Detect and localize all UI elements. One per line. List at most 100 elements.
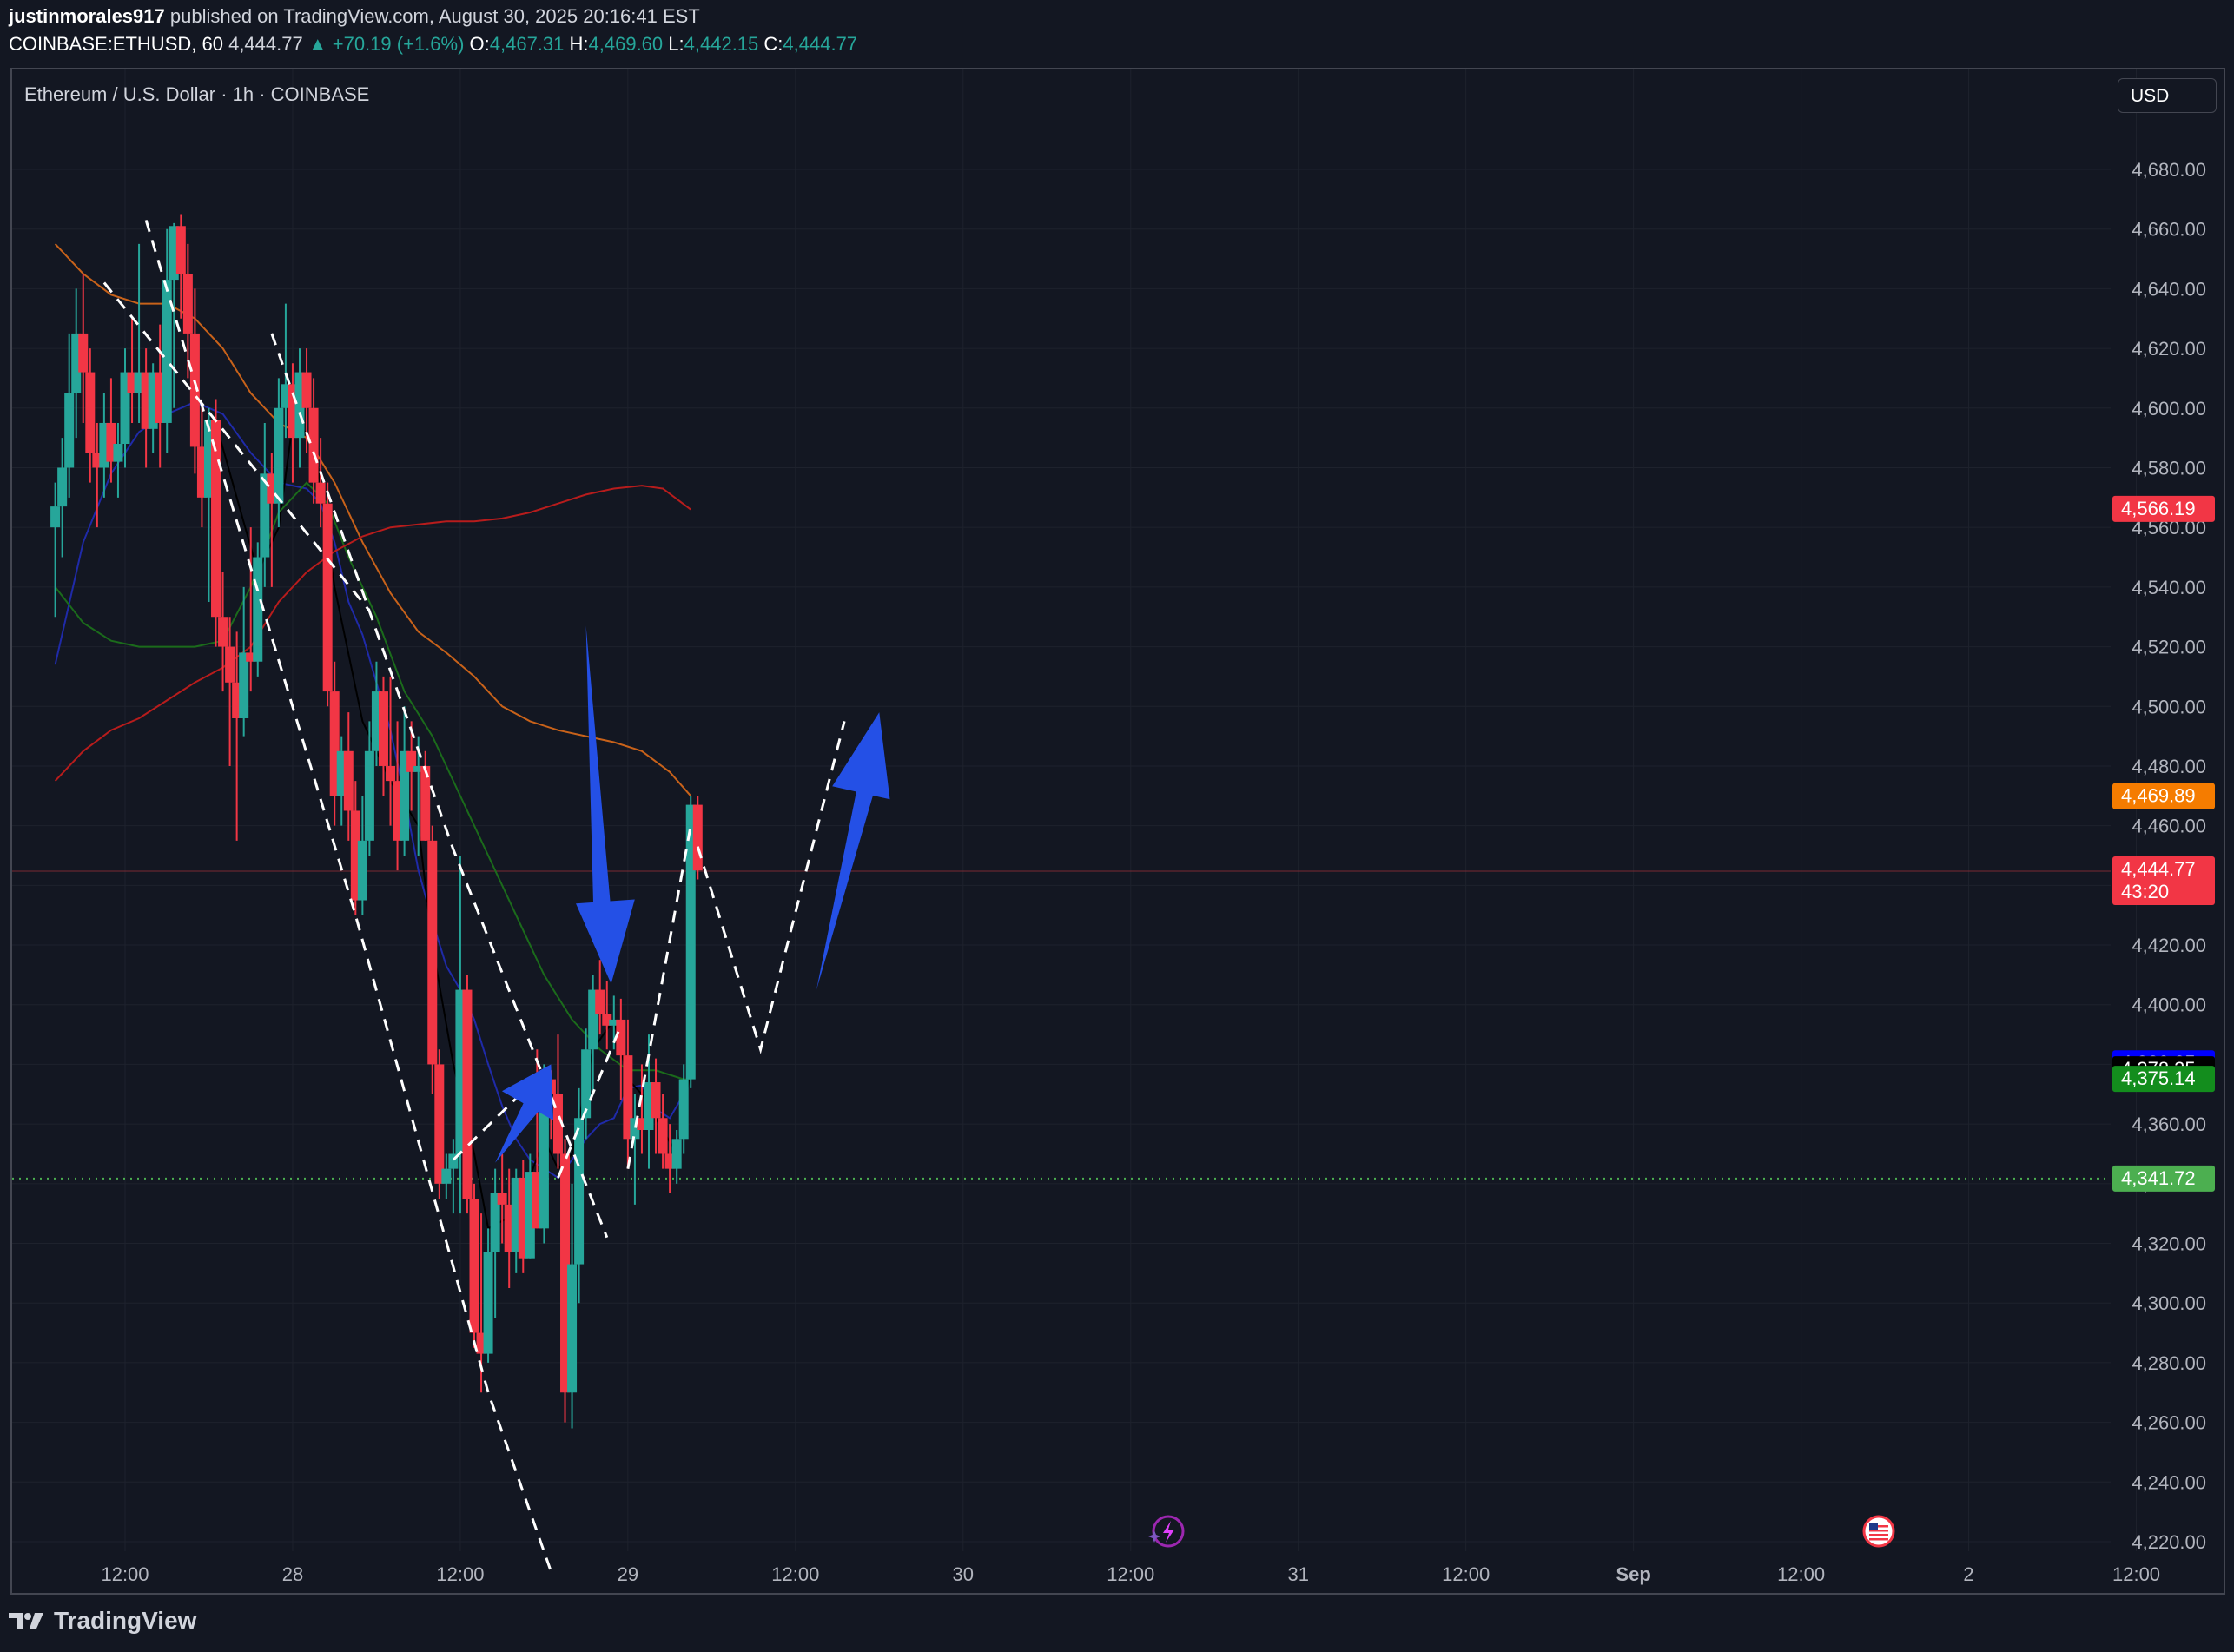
candle-body: [92, 453, 102, 468]
candle-body: [602, 1014, 612, 1026]
time-tick-label: 2: [1963, 1563, 1973, 1585]
candle: [386, 676, 396, 826]
candle-body: [692, 804, 703, 871]
price-tick-label: 4,300.00: [2132, 1292, 2206, 1314]
close-value: 4,444.77: [783, 33, 858, 55]
price-tick-label: 4,600.00: [2132, 398, 2206, 420]
price-label-countdown: 43:20: [2121, 881, 2169, 902]
time-tick-label: 12:00: [1777, 1563, 1825, 1585]
candle: [148, 363, 158, 453]
candle-body: [232, 682, 242, 718]
candle: [462, 975, 473, 1214]
annotation-arrow: [576, 625, 635, 984]
candle: [364, 721, 374, 856]
flag-stripe: [1869, 1525, 1888, 1528]
flag-canton: [1869, 1523, 1878, 1530]
candle: [162, 228, 172, 453]
price-label-background: [2112, 1066, 2215, 1093]
candle-body: [203, 420, 214, 498]
candle: [434, 1049, 445, 1199]
price-label: 4,375.14: [2112, 1066, 2215, 1093]
candle-body: [552, 1094, 563, 1154]
candle: [469, 1183, 479, 1348]
candle-body: [490, 1193, 500, 1252]
candle-body: [141, 372, 151, 429]
candle: [518, 1160, 528, 1273]
published-text: published on TradingView.com, August 30,…: [164, 5, 700, 27]
time-tick-label: Sep: [1616, 1563, 1650, 1585]
candle-body: [644, 1082, 654, 1130]
annotation-arrow: [816, 712, 890, 990]
candle: [420, 750, 431, 841]
candle: [120, 348, 130, 468]
candle: [85, 348, 96, 483]
candle-body: [113, 444, 123, 462]
candle: [294, 348, 305, 468]
candle-body: [574, 1118, 585, 1265]
price-tick-label: 4,680.00: [2132, 159, 2206, 181]
high-value: 4,469.60: [588, 33, 664, 55]
candle: [322, 482, 333, 707]
price-tick-label: 4,620.00: [2132, 338, 2206, 360]
candle: [225, 617, 235, 766]
candle-body: [455, 989, 466, 1154]
candle-body: [525, 1172, 535, 1259]
flag-stripe: [1869, 1538, 1888, 1541]
candle-body: [371, 691, 381, 751]
candle: [560, 1139, 571, 1423]
candle-body: [253, 557, 263, 662]
candle-body: [413, 765, 424, 772]
candle-body: [50, 506, 61, 528]
low-label: L:: [668, 33, 684, 55]
candle: [400, 706, 410, 856]
author-name[interactable]: justinmorales917: [9, 5, 165, 27]
price-label-background: [2112, 783, 2215, 809]
candle-body: [336, 750, 347, 796]
candle: [329, 661, 340, 826]
candle-body: [246, 652, 256, 662]
candle: [71, 288, 82, 439]
price-label: 4,469.89: [2112, 783, 2215, 809]
price-tick-label: 4,500.00: [2132, 696, 2206, 717]
candle-body: [393, 781, 403, 841]
candle-body: [78, 333, 89, 373]
time-tick-label: 12:00: [2112, 1563, 2160, 1585]
candle-body: [294, 372, 305, 439]
candle-body: [581, 1049, 592, 1119]
chart-frame: [10, 68, 2225, 1595]
candle: [378, 676, 388, 796]
tradingview-brand[interactable]: TradingView: [9, 1607, 196, 1635]
candle: [511, 1168, 521, 1273]
time-tick-label: 12:00: [771, 1563, 819, 1585]
candle: [616, 998, 626, 1100]
price-tick-label: 4,460.00: [2132, 816, 2206, 837]
candle: [678, 1064, 689, 1154]
event-markers: [1148, 1515, 1895, 1548]
candle-body: [169, 226, 179, 281]
candle: [350, 781, 360, 915]
candle-body: [671, 1139, 682, 1169]
time-tick-label: 12:00: [1442, 1563, 1490, 1585]
candle: [267, 453, 277, 587]
price-tick-label: 4,260.00: [2132, 1412, 2206, 1434]
candle-body: [504, 1204, 514, 1252]
candle: [671, 1130, 682, 1184]
symbol-interval: COINBASE:ETHUSD, 60: [9, 33, 223, 55]
candle: [504, 1168, 514, 1289]
currency-button[interactable]: USD: [2118, 78, 2217, 113]
publish-info: justinmorales917 published on TradingVie…: [9, 5, 700, 28]
price-label-value: 4,375.14: [2121, 1067, 2196, 1089]
candle: [78, 274, 89, 423]
candle: [92, 422, 102, 528]
candle: [64, 333, 75, 498]
candle: [574, 1087, 585, 1304]
candle-body: [225, 646, 235, 683]
tradingview-logo-icon: [9, 1613, 43, 1629]
price-tick-label: 4,360.00: [2132, 1113, 2206, 1135]
candle-body: [658, 1118, 668, 1154]
candle: [203, 407, 214, 603]
candle: [588, 975, 598, 1094]
candle-body: [469, 1199, 479, 1333]
price-tick-label: 4,240.00: [2132, 1471, 2206, 1493]
